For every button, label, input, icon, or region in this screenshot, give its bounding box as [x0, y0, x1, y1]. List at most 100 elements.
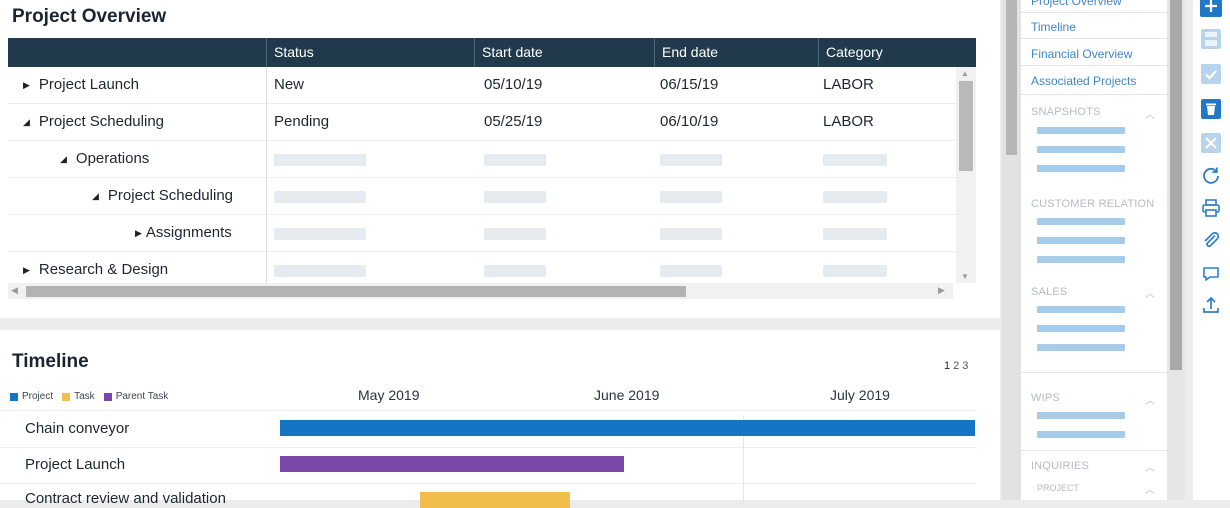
grid-vertical-scrollbar[interactable]: ▲ ▼ — [956, 67, 976, 283]
overview-title: Project Overview — [12, 6, 167, 27]
placeholder-line — [1037, 165, 1125, 172]
status-cell: Pending — [274, 113, 330, 130]
expand-arrow-icon[interactable]: ▶ — [23, 265, 30, 275]
save-icon[interactable] — [1199, 27, 1223, 51]
plus-icon[interactable] — [1199, 0, 1223, 18]
scrollbar-thumb[interactable] — [959, 81, 973, 171]
trash-icon[interactable] — [1199, 97, 1223, 121]
table-row[interactable]: ◢ Operations — [8, 141, 956, 178]
row-name: Operations — [75, 150, 150, 167]
timeline-gridline — [0, 483, 976, 484]
section-separator — [0, 318, 1000, 330]
collapse-arrow-icon[interactable]: ◢ — [60, 154, 67, 164]
tree-node[interactable]: ▶ Assignments — [135, 215, 232, 251]
section-header-sales[interactable]: SALES — [1031, 286, 1068, 298]
table-row[interactable]: ◢ Project Scheduling Pending 05/25/19 06/… — [8, 104, 956, 141]
tree-node[interactable]: ▶ Research & Design — [23, 252, 168, 283]
gantt-bar-project[interactable] — [280, 420, 975, 436]
nav-link-project-overview[interactable]: Project Overview — [1031, 0, 1122, 8]
main-panel: Project Overview Status Start date End d… — [0, 0, 1000, 508]
placeholder-line — [1037, 412, 1125, 419]
legend-item: Task — [62, 391, 95, 402]
expand-arrow-icon[interactable]: ▶ — [135, 228, 142, 238]
end-date-cell: 06/15/19 — [660, 76, 719, 93]
month-label: July 2019 — [830, 387, 890, 403]
section-header-snapshots[interactable]: SNAPSHOTS — [1031, 106, 1101, 118]
legend-swatch — [62, 392, 71, 401]
print-icon[interactable] — [1199, 196, 1223, 220]
main-scrollbar[interactable] — [1002, 0, 1020, 500]
col-header-category[interactable]: Category — [818, 38, 976, 67]
project-grid: Status Start date End date Category ▶ Pro… — [8, 38, 976, 283]
grid-body: ▶ Project Launch New 05/10/19 06/15/19 LA… — [8, 67, 976, 283]
close-icon[interactable] — [1199, 131, 1223, 155]
attach-icon[interactable] — [1199, 229, 1223, 253]
row-name: Project Scheduling — [38, 113, 164, 130]
grid-horizontal-scrollbar[interactable]: ◀ ▶ — [8, 283, 953, 299]
tree-node[interactable]: ◢ Project Scheduling — [92, 178, 233, 214]
tree-node[interactable]: ▶ Project Launch — [23, 67, 139, 103]
gantt-bar-parent-task[interactable] — [280, 456, 624, 472]
page-link-3[interactable]: 3 — [962, 360, 969, 372]
page-link-2[interactable]: 2 — [953, 360, 960, 372]
end-date-cell: 06/10/19 — [660, 113, 719, 130]
checkmark-icon[interactable] — [1199, 62, 1223, 86]
loading-placeholder — [484, 265, 546, 277]
loading-placeholder — [823, 154, 887, 166]
scrollbar-thumb[interactable] — [1170, 0, 1182, 370]
loading-placeholder — [660, 191, 722, 203]
page-link-1[interactable]: 1 — [944, 360, 951, 372]
sidebar-scrollbar[interactable] — [1167, 0, 1185, 500]
month-label: June 2019 — [594, 387, 660, 403]
chevron-up-icon[interactable]: ︿ — [1145, 110, 1155, 121]
scrollbar-thumb[interactable] — [1006, 0, 1017, 155]
nav-link-financial-overview[interactable]: Financial Overview — [1031, 47, 1133, 61]
grid-header: Status Start date End date Category — [8, 38, 976, 67]
tree-node[interactable]: ◢ Operations — [60, 141, 149, 177]
tree-node[interactable]: ◢ Project Scheduling — [23, 104, 164, 140]
loading-placeholder — [660, 228, 722, 240]
section-header-wips[interactable]: WIPS — [1031, 392, 1060, 404]
table-row[interactable]: ◢ Project Scheduling — [8, 178, 956, 215]
scroll-left-arrow-icon[interactable]: ◀ — [11, 285, 18, 295]
chevron-up-icon[interactable]: ︿ — [1145, 289, 1155, 300]
collapse-arrow-icon[interactable]: ◢ — [92, 191, 99, 201]
placeholder-line — [1037, 256, 1125, 263]
timeline-item-label: Chain conveyor — [25, 420, 130, 437]
section-header-inquiries[interactable]: INQUIRIES — [1031, 460, 1090, 472]
timeline-title: Timeline — [12, 351, 89, 372]
legend-item: Parent Task — [103, 391, 168, 402]
col-header-end-date[interactable]: End date — [654, 38, 818, 67]
comment-icon[interactable] — [1199, 262, 1223, 286]
placeholder-line — [1037, 237, 1125, 244]
divider — [1021, 65, 1168, 66]
loading-placeholder — [274, 265, 366, 277]
nav-link-timeline[interactable]: Timeline — [1031, 20, 1076, 34]
table-row[interactable]: ▶ Research & Design — [8, 252, 956, 283]
section-header-customer-relation[interactable]: CUSTOMER RELATION — [1031, 198, 1155, 210]
expand-arrow-icon[interactable]: ▶ — [23, 80, 30, 90]
timeline-gridline — [743, 415, 744, 505]
col-header-status[interactable]: Status — [266, 38, 474, 67]
collapse-arrow-icon[interactable]: ◢ — [23, 117, 30, 127]
chevron-up-icon[interactable]: ︿ — [1145, 463, 1155, 474]
refresh-icon[interactable] — [1199, 163, 1223, 187]
table-row[interactable]: ▶ Project Launch New 05/10/19 06/15/19 LA… — [8, 67, 956, 104]
nav-link-associated-projects[interactable]: Associated Projects — [1031, 74, 1137, 88]
tree-column-divider — [266, 67, 267, 283]
scrollbar-thumb[interactable] — [26, 286, 686, 297]
col-header-start-date[interactable]: Start date — [474, 38, 654, 67]
timeline-item-label: Contract review and validation — [25, 490, 226, 507]
chevron-up-icon[interactable]: ︿ — [1145, 396, 1155, 407]
row-name: Project Launch — [38, 76, 139, 93]
scroll-up-arrow-icon[interactable]: ▲ — [961, 69, 969, 78]
chevron-up-icon[interactable]: ︿ — [1145, 485, 1155, 496]
scroll-down-arrow-icon[interactable]: ▼ — [961, 272, 969, 281]
gantt-bar-task[interactable] — [420, 492, 570, 508]
scroll-right-arrow-icon[interactable]: ▶ — [938, 285, 945, 295]
loading-placeholder — [484, 228, 546, 240]
table-row[interactable]: ▶ Assignments — [8, 215, 956, 252]
upload-icon[interactable] — [1199, 293, 1223, 317]
row-name: Research & Design — [38, 261, 169, 278]
legend-swatch — [103, 392, 112, 401]
